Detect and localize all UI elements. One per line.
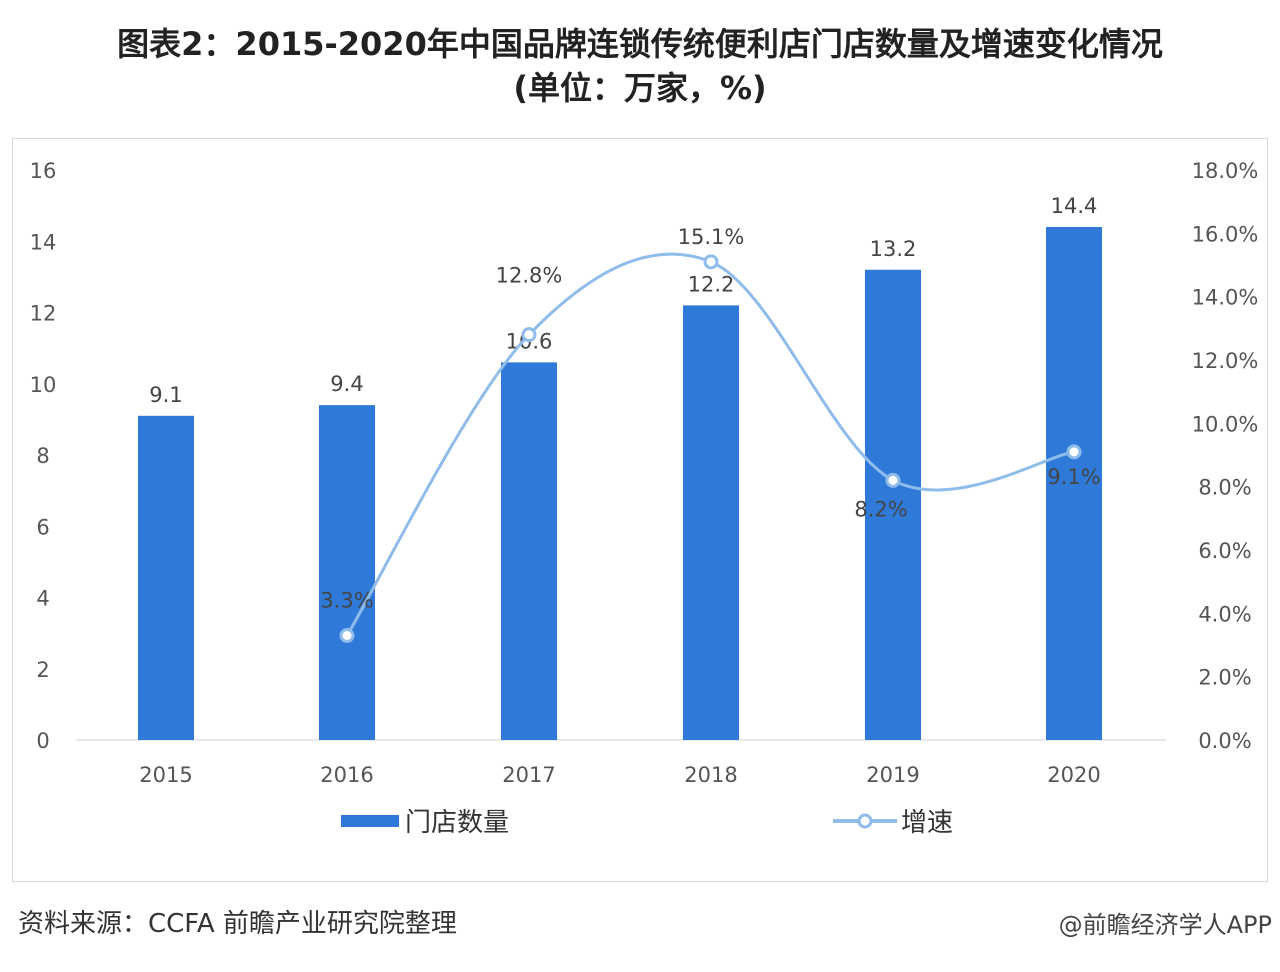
bar-2017	[501, 362, 557, 740]
growth-label: 3.3%	[320, 589, 373, 613]
source-note: 资料来源：CCFA 前瞻产业研究院整理	[18, 909, 457, 939]
legend-bar-label: 门店数量	[405, 808, 509, 838]
right-axis-tick: 6.0%	[1198, 539, 1251, 563]
x-axis-tick: 2018	[684, 763, 737, 787]
legend-bar-swatch	[341, 815, 399, 827]
bar-2019	[865, 269, 921, 740]
right-axis-tick: 18.0%	[1192, 159, 1259, 183]
right-axis-tick: 2.0%	[1198, 666, 1251, 690]
bar-2016	[319, 405, 375, 740]
growth-point-2016	[339, 628, 355, 643]
left-axis-tick: 10	[30, 373, 57, 397]
credit-note: @前瞻经济学人APP	[1058, 911, 1272, 939]
chart-title: 图表2：2015-2020年中国品牌连锁传统便利店门店数量及增速变化情况 (单位…	[0, 22, 1280, 110]
x-axis-tick: 2017	[502, 763, 555, 787]
left-axis-tick: 4	[36, 587, 49, 611]
bar-label: 9.4	[330, 372, 363, 396]
growth-label: 15.1%	[678, 225, 745, 249]
right-axis-tick: 0.0%	[1198, 729, 1251, 753]
right-axis-tick: 14.0%	[1192, 286, 1259, 310]
left-axis-tick: 12	[30, 302, 57, 326]
growth-label: 12.8%	[496, 264, 563, 288]
bar-label: 13.2	[870, 237, 917, 261]
x-axis-tick: 2015	[139, 763, 192, 787]
growth-point-2020	[1066, 444, 1082, 460]
bar-2020	[1046, 227, 1102, 740]
growth-label: 9.1%	[1047, 465, 1100, 489]
chart-title-line1: 图表2：2015-2020年中国品牌连锁传统便利店门店数量及增速变化情况	[117, 25, 1163, 63]
bar-2018	[683, 305, 739, 740]
left-axis-tick: 0	[36, 729, 49, 753]
right-axis-tick: 16.0%	[1192, 222, 1259, 246]
growth-label: 8.2%	[854, 497, 907, 521]
right-axis-tick: 8.0%	[1198, 476, 1251, 500]
bar-2015	[138, 415, 194, 740]
right-axis-tick: 4.0%	[1198, 602, 1251, 626]
legend-line-marker	[857, 813, 873, 829]
bar-label: 12.2	[688, 272, 735, 296]
left-axis-tick: 6	[36, 515, 49, 539]
growth-point-2018	[703, 254, 719, 270]
left-axis-tick: 14	[30, 230, 57, 254]
right-axis-tick: 12.0%	[1192, 349, 1259, 373]
growth-point-2017	[521, 327, 537, 343]
x-axis-tick: 2020	[1047, 763, 1100, 787]
bar-label: 14.4	[1051, 194, 1098, 218]
combo-chart: 0 2 4 6 8 10 12 14 16 0.0% 2.0% 4.0% 6.0% 8.0% 10.0% 12…	[30, 159, 1259, 838]
left-axis-tick: 8	[36, 444, 49, 468]
legend-line-label: 增速	[901, 808, 953, 838]
bar-label: 9.1	[149, 383, 182, 407]
x-axis-tick: 2019	[866, 763, 919, 787]
x-axis-tick: 2016	[320, 763, 373, 787]
right-axis-tick: 10.0%	[1192, 412, 1259, 436]
growth-point-2019	[885, 472, 901, 488]
chart-frame: 0 2 4 6 8 10 12 14 16 0.0% 2.0% 4.0% 6.0% 8.0% 10.0% 12…	[12, 138, 1268, 882]
left-axis-tick: 16	[30, 159, 57, 183]
left-axis-tick: 2	[36, 658, 49, 682]
chart-title-line2: (单位：万家，%)	[513, 69, 767, 107]
